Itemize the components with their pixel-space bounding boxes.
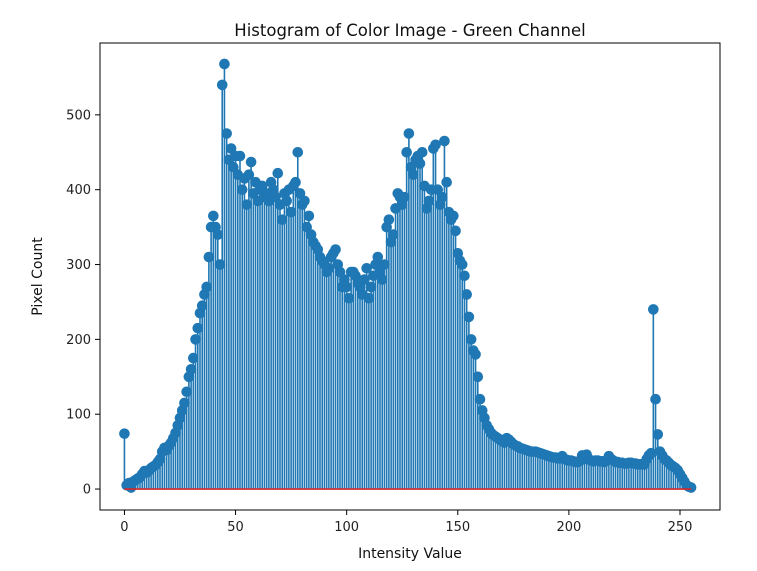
stem-marker (208, 210, 219, 222)
stem-marker (290, 176, 301, 188)
stem-marker (221, 128, 232, 139)
stem-marker (241, 199, 252, 210)
y-tick-label: 0 (83, 483, 91, 498)
y-tick-label: 300 (66, 258, 91, 273)
stem-marker (359, 274, 370, 285)
stem-marker (472, 371, 484, 383)
stem-marker (652, 429, 664, 440)
stem-marker (365, 281, 377, 293)
y-axis-title: Pixel Count (30, 237, 46, 316)
stem-marker (388, 229, 399, 240)
stem-marker (459, 270, 470, 282)
stem-marker (470, 349, 481, 360)
stems-layer (119, 58, 697, 493)
stem-marker (341, 281, 352, 293)
stem-marker (423, 195, 435, 207)
stem-marker (323, 262, 335, 274)
stem-marker (436, 191, 448, 203)
stem-marker (408, 169, 419, 181)
stem-marker (456, 259, 468, 270)
stem-marker (379, 259, 390, 270)
stem-marker (430, 139, 441, 151)
stem-marker (188, 352, 199, 364)
stem-marker (236, 184, 248, 195)
y-tick-label: 200 (66, 333, 91, 348)
stem-marker (219, 58, 230, 70)
stem-marker (372, 251, 384, 263)
stem-marker (401, 146, 412, 158)
x-tick-label: 250 (668, 520, 693, 535)
stem-marker (292, 146, 304, 158)
stem-marker (650, 393, 661, 405)
x-tick-label: 200 (556, 520, 581, 535)
stem-marker (463, 311, 475, 323)
stem-marker (214, 259, 226, 270)
stem-marker (285, 206, 297, 218)
stem-marker (450, 225, 461, 237)
ticks-layer: 0 50 100 150 200 250 0 100 200 300 400 500 (66, 108, 692, 535)
stem-marker (196, 300, 208, 311)
stem-marker (299, 195, 310, 207)
stem-marker (330, 244, 341, 255)
y-tick-label: 400 (66, 183, 91, 198)
stem-marker (685, 482, 697, 493)
stem-marker (465, 334, 477, 345)
stem-marker (245, 156, 257, 168)
stem-marker (414, 158, 426, 169)
stem-marker (243, 169, 255, 181)
x-tick-label: 0 (120, 520, 128, 535)
stem-marker (201, 281, 212, 293)
stem-marker (416, 146, 428, 158)
stem-marker (190, 334, 201, 345)
stem-marker (203, 251, 215, 263)
stem-marker (474, 393, 486, 405)
stem-marker (281, 195, 292, 207)
stem-marker (185, 364, 197, 375)
stem-marker (343, 292, 355, 304)
stem-marker (439, 135, 450, 147)
stem-marker (645, 447, 657, 459)
y-tick-label: 500 (66, 108, 91, 123)
stem-marker (376, 274, 388, 285)
stem-marker (212, 229, 224, 240)
stem-marker (234, 150, 246, 162)
stem-marker (363, 292, 375, 304)
stem-marker (216, 79, 228, 91)
stem-marker (272, 167, 284, 179)
stem-marker (361, 262, 372, 274)
chart-title: Histogram of Color Image - Green Channel (234, 21, 585, 40)
stem-marker (181, 386, 192, 398)
stem-marker (276, 214, 288, 225)
stem-marker (119, 428, 130, 439)
stem-marker (403, 128, 415, 139)
stem-marker (441, 176, 452, 188)
stem-marker (192, 322, 204, 334)
stem-marker (303, 210, 315, 222)
x-tick-label: 150 (445, 520, 470, 535)
x-axis-title: Intensity Value (358, 546, 462, 562)
stem-marker (399, 191, 410, 203)
x-tick-label: 100 (334, 520, 359, 535)
x-tick-label: 50 (227, 520, 244, 535)
stem-marker (648, 304, 659, 315)
stem-marker (461, 289, 472, 300)
y-tick-label: 100 (66, 408, 91, 423)
stem-marker (448, 210, 459, 222)
stem-marker (383, 214, 395, 225)
stem-marker (179, 397, 190, 409)
axes-frame (99, 42, 721, 511)
